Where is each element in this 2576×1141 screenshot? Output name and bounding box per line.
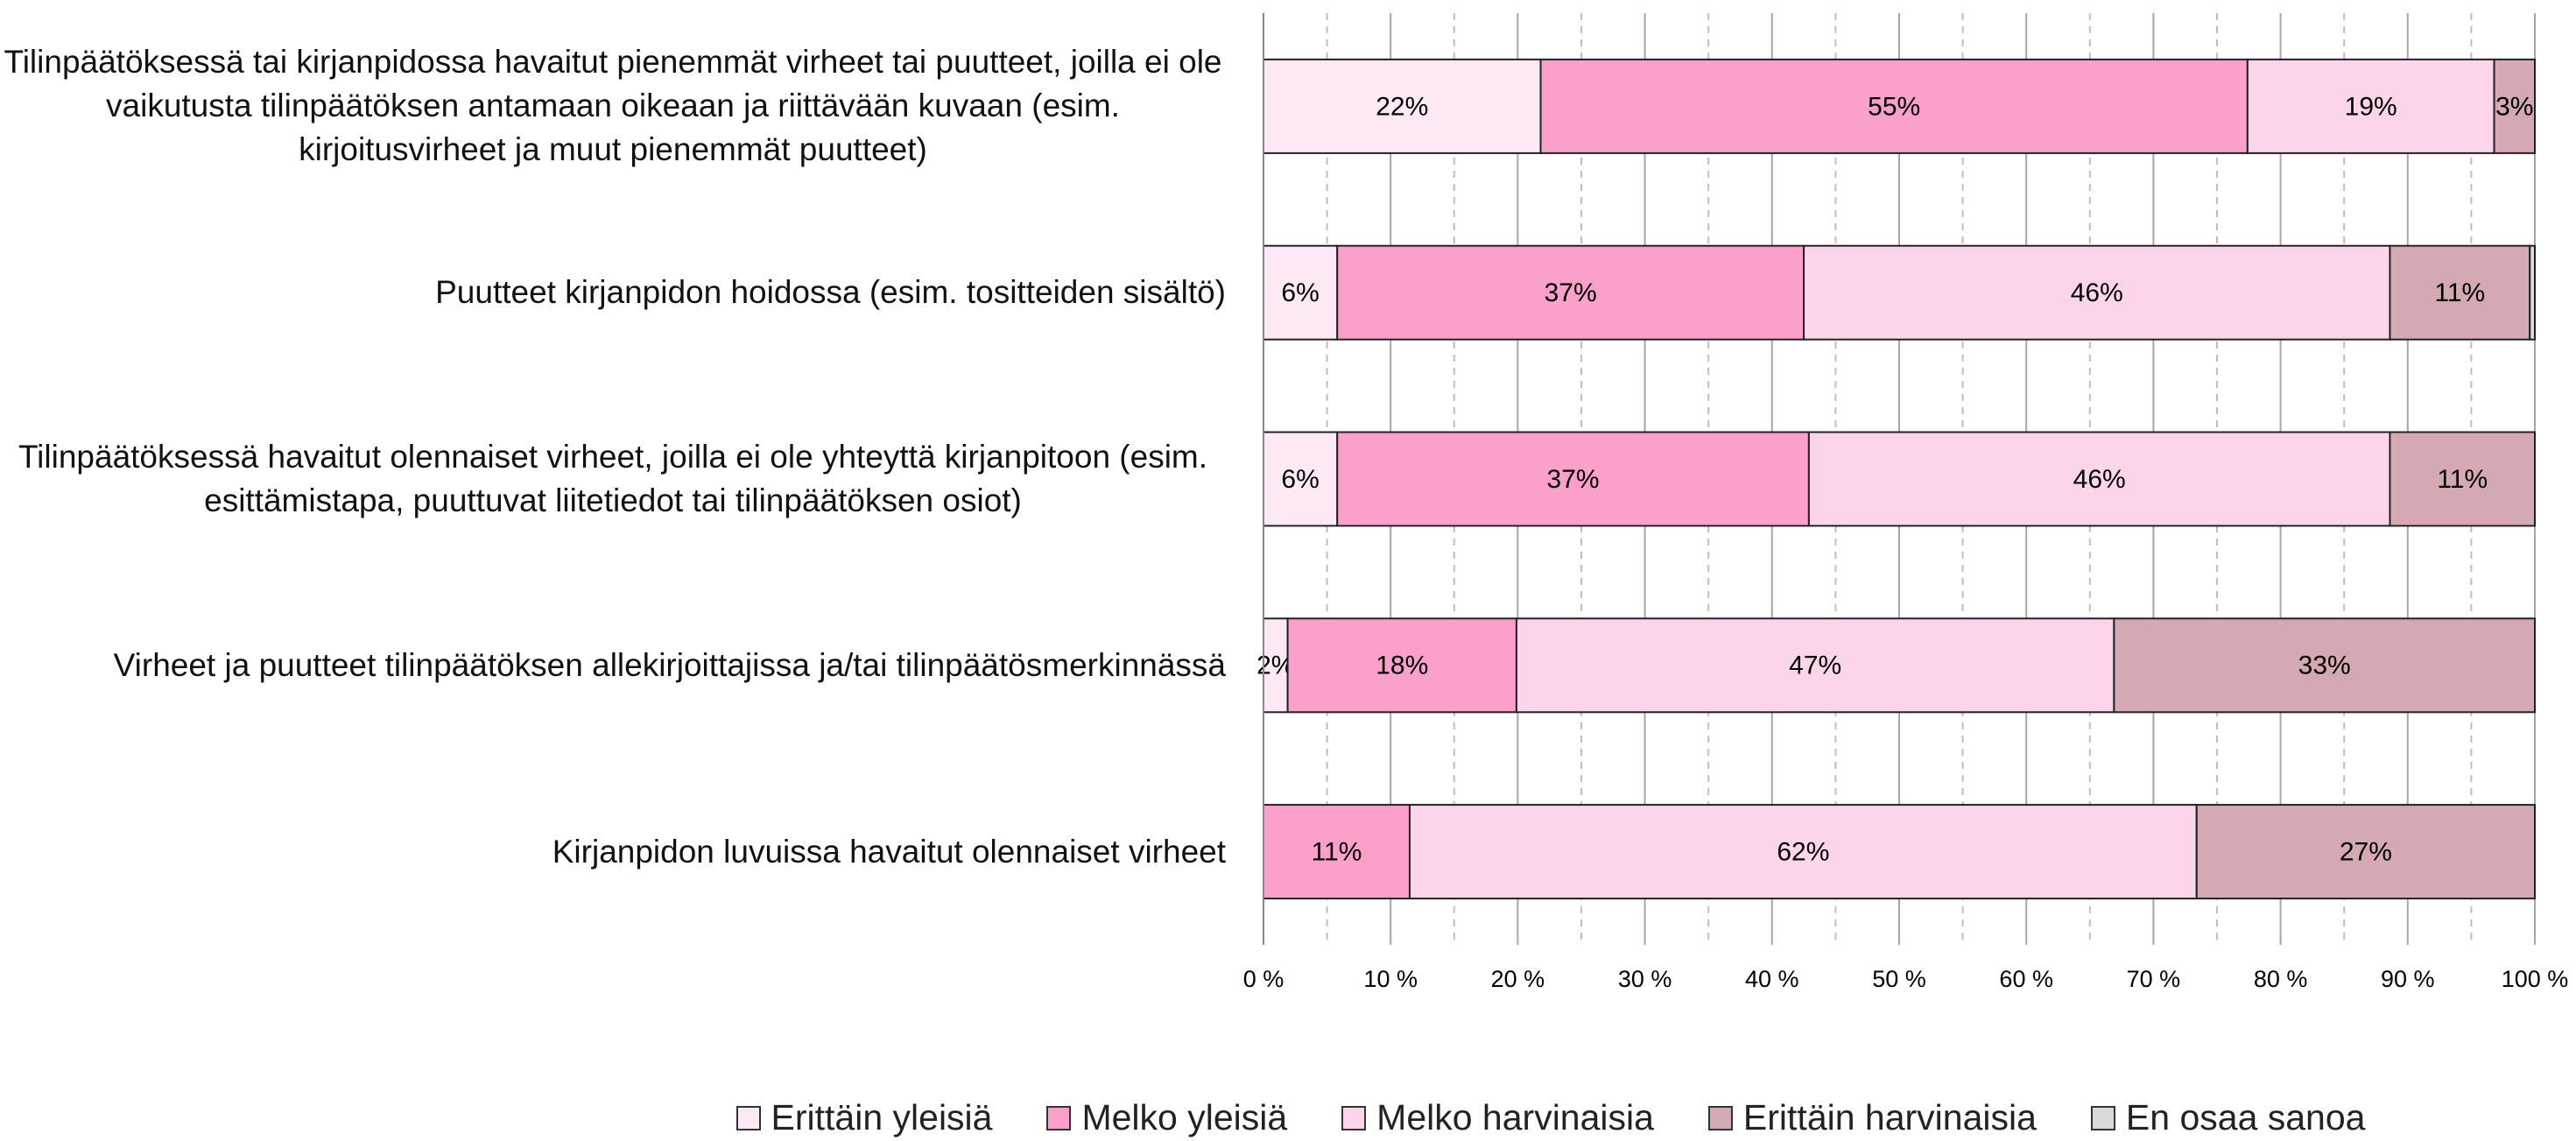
data-label: 62%: [1777, 838, 1829, 867]
data-label: 3%: [2495, 92, 2533, 121]
category-label: Tilinpäätöksessä havaitut olennaiset vir…: [18, 439, 1208, 518]
bar-segment: [1286, 617, 1517, 714]
x-tick-label: 100 %: [2502, 966, 2569, 992]
legend-swatch: [1341, 1105, 1367, 1130]
data-label: 19%: [2345, 92, 2397, 121]
data-label: 11%: [2434, 278, 2485, 307]
data-label: 6%: [1281, 465, 1319, 494]
data-label: 55%: [1868, 92, 1920, 121]
data-label: 27%: [2340, 838, 2392, 867]
legend-swatch: [1046, 1105, 1072, 1130]
category-label: Puutteet kirjanpidon hoidossa (esim. tos…: [435, 274, 1226, 311]
bar-segment: [2246, 58, 2495, 154]
data-label: 33%: [2298, 651, 2351, 680]
data-label: 46%: [2073, 465, 2126, 494]
legend: Erittäin yleisiä Melko yleisiä Melko harvi…: [0, 1097, 2576, 1138]
legend-item: Erittäin harvinaisia: [1707, 1097, 2037, 1138]
data-label: 6%: [1281, 278, 1319, 307]
category-label: Virheet ja puutteet tilinpäätöksen allek…: [113, 646, 1226, 683]
x-tick-label: 20 %: [1491, 966, 1545, 992]
data-label: 11%: [1312, 838, 1362, 867]
data-label: 37%: [1545, 278, 1597, 307]
bar-segment: [1408, 804, 2198, 900]
legend-label: Melko yleisiä: [1081, 1097, 1288, 1137]
x-tick-label: 70 %: [2127, 966, 2181, 992]
category-label: Tilinpäätöksessä tai kirjanpidossa havai…: [4, 44, 1222, 168]
bar-segment: [2113, 617, 2536, 714]
legend-label: Erittäin yleisiä: [771, 1097, 993, 1137]
legend-item: Melko harvinaisia: [1341, 1097, 1654, 1138]
category-label: Kirjanpidon luvuissa havaitut olennaiset…: [552, 833, 1226, 870]
x-tick-label: 50 %: [1872, 966, 1926, 992]
legend-swatch: [2090, 1105, 2115, 1130]
bar-segment: [1263, 804, 1411, 900]
bar-segment: [2195, 804, 2537, 900]
x-tick-label: 0 %: [1243, 966, 1284, 992]
x-tick-label: 10 %: [1363, 966, 1418, 992]
data-label: 18%: [1376, 651, 1428, 680]
bar-segment: [2493, 58, 2536, 154]
x-tick-label: 80 %: [2254, 966, 2308, 992]
data-label: 46%: [2071, 278, 2123, 307]
legend-label: En osaa sanoa: [2125, 1097, 2366, 1137]
legend-item: Melko yleisiä: [1046, 1097, 1287, 1138]
legend-label: Melko harvinaisia: [1376, 1097, 1654, 1137]
data-label: 22%: [1376, 92, 1428, 121]
bar-segment: [1263, 58, 1542, 154]
legend-swatch: [1707, 1105, 1733, 1130]
data-label: 11%: [2437, 465, 2488, 494]
legend-item: En osaa sanoa: [2090, 1097, 2366, 1138]
legend-label: Erittäin harvinaisia: [1742, 1097, 2037, 1137]
bar-segment: [1336, 244, 1805, 341]
bar-segment: [2389, 244, 2531, 341]
bar-segment: [1263, 431, 1339, 527]
bar-segment: [1803, 244, 2391, 341]
x-tick-label: 30 %: [1618, 966, 1672, 992]
data-label: 47%: [1789, 651, 1841, 680]
legend-swatch: [735, 1105, 761, 1130]
x-tick-label: 90 %: [2381, 966, 2435, 992]
bar-segment: [1539, 58, 2249, 154]
bar-segment: [1336, 431, 1810, 527]
data-label: 37%: [1547, 465, 1600, 494]
legend-item: Erittäin yleisiä: [735, 1097, 993, 1138]
x-tick-label: 60 %: [1999, 966, 2053, 992]
bar-segment: [2389, 431, 2536, 527]
bar-segment: [2529, 244, 2536, 341]
x-tick-label: 40 %: [1745, 966, 1799, 992]
